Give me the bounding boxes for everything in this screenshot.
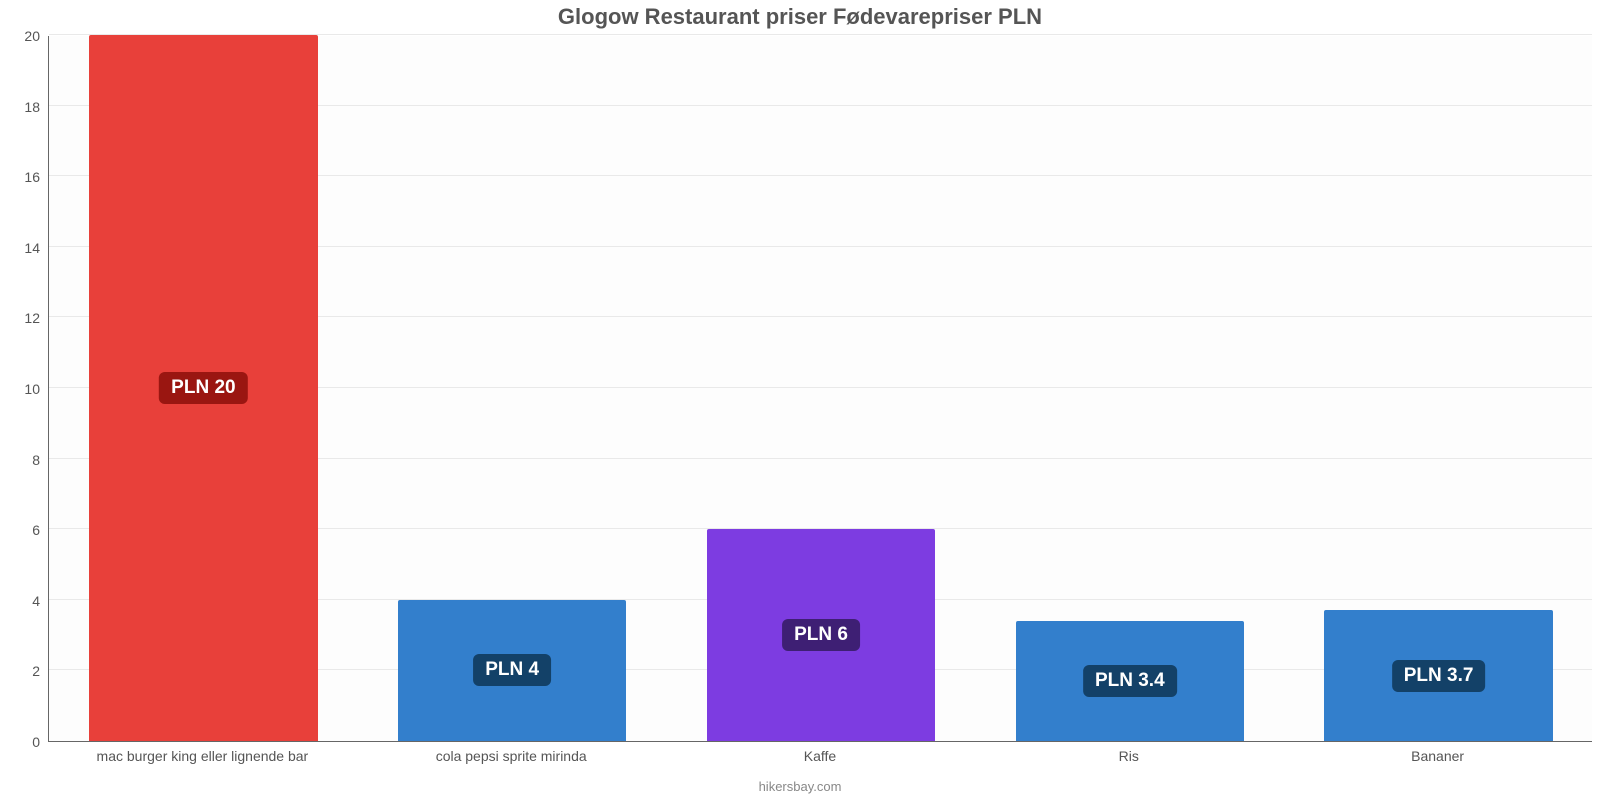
y-tick-label: 0 bbox=[0, 734, 40, 750]
bar-value-label: PLN 20 bbox=[159, 372, 247, 404]
y-tick-label: 16 bbox=[0, 169, 40, 185]
x-tick-label: Bananer bbox=[1411, 748, 1464, 764]
plot-area: PLN 20 PLN 4 PLN 6 PLN 3.4 PLN 3.7 bbox=[48, 36, 1592, 742]
y-tick-label: 2 bbox=[0, 663, 40, 679]
y-tick-label: 4 bbox=[0, 593, 40, 609]
y-tick-label: 10 bbox=[0, 381, 40, 397]
chart-title: Glogow Restaurant priser Fødevarepriser … bbox=[0, 4, 1600, 30]
chart-container: Glogow Restaurant priser Fødevarepriser … bbox=[0, 0, 1600, 800]
y-tick-label: 18 bbox=[0, 99, 40, 115]
y-tick-label: 14 bbox=[0, 240, 40, 256]
bar-value-label: PLN 3.4 bbox=[1083, 665, 1177, 697]
bar-value-label: PLN 4 bbox=[473, 654, 551, 686]
y-tick-label: 8 bbox=[0, 452, 40, 468]
x-tick-label: cola pepsi sprite mirinda bbox=[436, 748, 587, 764]
chart-caption: hikersbay.com bbox=[0, 779, 1600, 794]
x-tick-label: mac burger king eller lignende bar bbox=[97, 748, 309, 764]
x-tick-label: Ris bbox=[1119, 748, 1139, 764]
x-tick-label: Kaffe bbox=[804, 748, 836, 764]
y-tick-label: 6 bbox=[0, 522, 40, 538]
bar-value-label: PLN 6 bbox=[782, 619, 860, 651]
y-tick-label: 12 bbox=[0, 310, 40, 326]
y-tick-labels: 02468101214161820 bbox=[0, 36, 48, 742]
bar-value-label: PLN 3.7 bbox=[1392, 660, 1486, 692]
y-tick-label: 20 bbox=[0, 28, 40, 44]
